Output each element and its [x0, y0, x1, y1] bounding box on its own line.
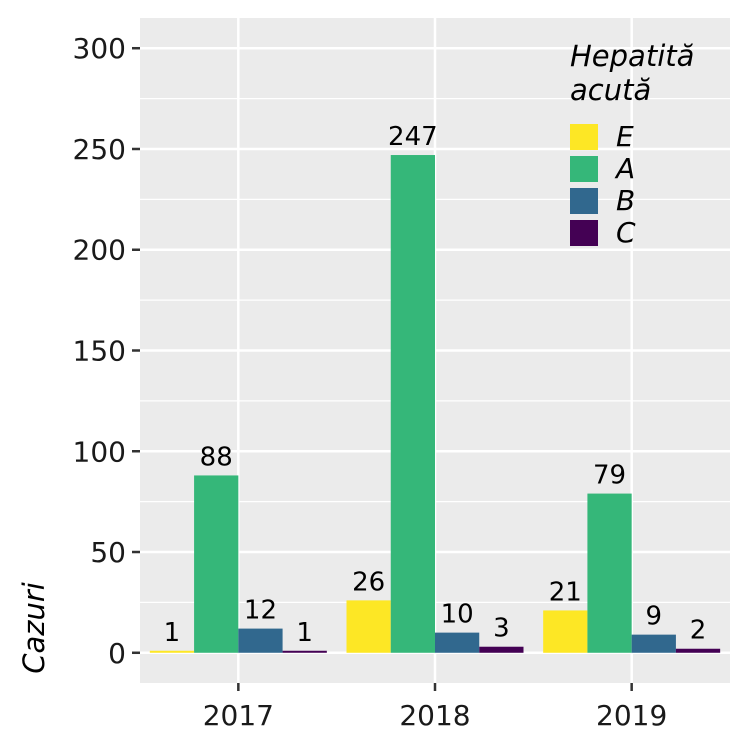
bars — [149, 155, 721, 653]
data-label: 247 — [388, 122, 438, 152]
bar — [238, 628, 283, 653]
legend-key — [570, 156, 598, 182]
bar — [543, 610, 588, 653]
data-label: 26 — [352, 567, 385, 597]
bar — [390, 155, 435, 653]
legend-key — [570, 220, 598, 246]
data-label: 2 — [690, 616, 707, 646]
bar — [346, 600, 391, 653]
bar — [282, 650, 327, 653]
bar — [675, 648, 721, 653]
y-tick-label: 100 — [73, 435, 126, 468]
legend-label: C — [616, 216, 636, 249]
x-axis: 2017 2018 2019 — [203, 683, 667, 732]
legend-title-line-2: acută — [570, 73, 651, 107]
data-label: 3 — [493, 614, 510, 644]
legend-key — [570, 124, 598, 150]
legend-label: B — [616, 184, 635, 217]
y-axis: 0 50 100 150 200 250 300 — [73, 32, 140, 670]
y-tick-label: 150 — [73, 335, 126, 368]
data-label: 79 — [593, 461, 626, 491]
data-label: 1 — [164, 618, 181, 648]
legend-label: E — [616, 120, 634, 153]
legend-label: A — [614, 152, 635, 185]
legend-key — [570, 188, 598, 214]
y-tick-label: 50 — [90, 536, 126, 569]
x-tick-label: 2019 — [596, 699, 667, 732]
data-label: 1 — [296, 618, 313, 648]
x-tick-label: 2018 — [399, 699, 470, 732]
bar — [587, 493, 632, 653]
bar — [149, 650, 195, 653]
y-tick-label: 200 — [73, 234, 126, 267]
bar — [435, 632, 480, 653]
bar — [194, 475, 239, 653]
y-axis-title: Cazuri — [17, 582, 51, 674]
data-label: 88 — [200, 442, 233, 472]
y-tick-label: 300 — [73, 32, 126, 65]
data-label: 9 — [646, 602, 663, 632]
data-label: 12 — [244, 596, 277, 626]
data-label: 21 — [549, 577, 582, 607]
y-tick-label: 0 — [108, 637, 126, 670]
data-label: 10 — [441, 600, 474, 630]
bar — [479, 646, 524, 653]
bar — [631, 634, 676, 653]
data-labels: 1 88 12 1 26 247 10 3 21 79 9 2 — [164, 122, 707, 648]
legend-title-line-1: Hepatită — [570, 39, 694, 73]
y-tick-label: 250 — [73, 133, 126, 166]
x-tick-label: 2017 — [203, 699, 274, 732]
